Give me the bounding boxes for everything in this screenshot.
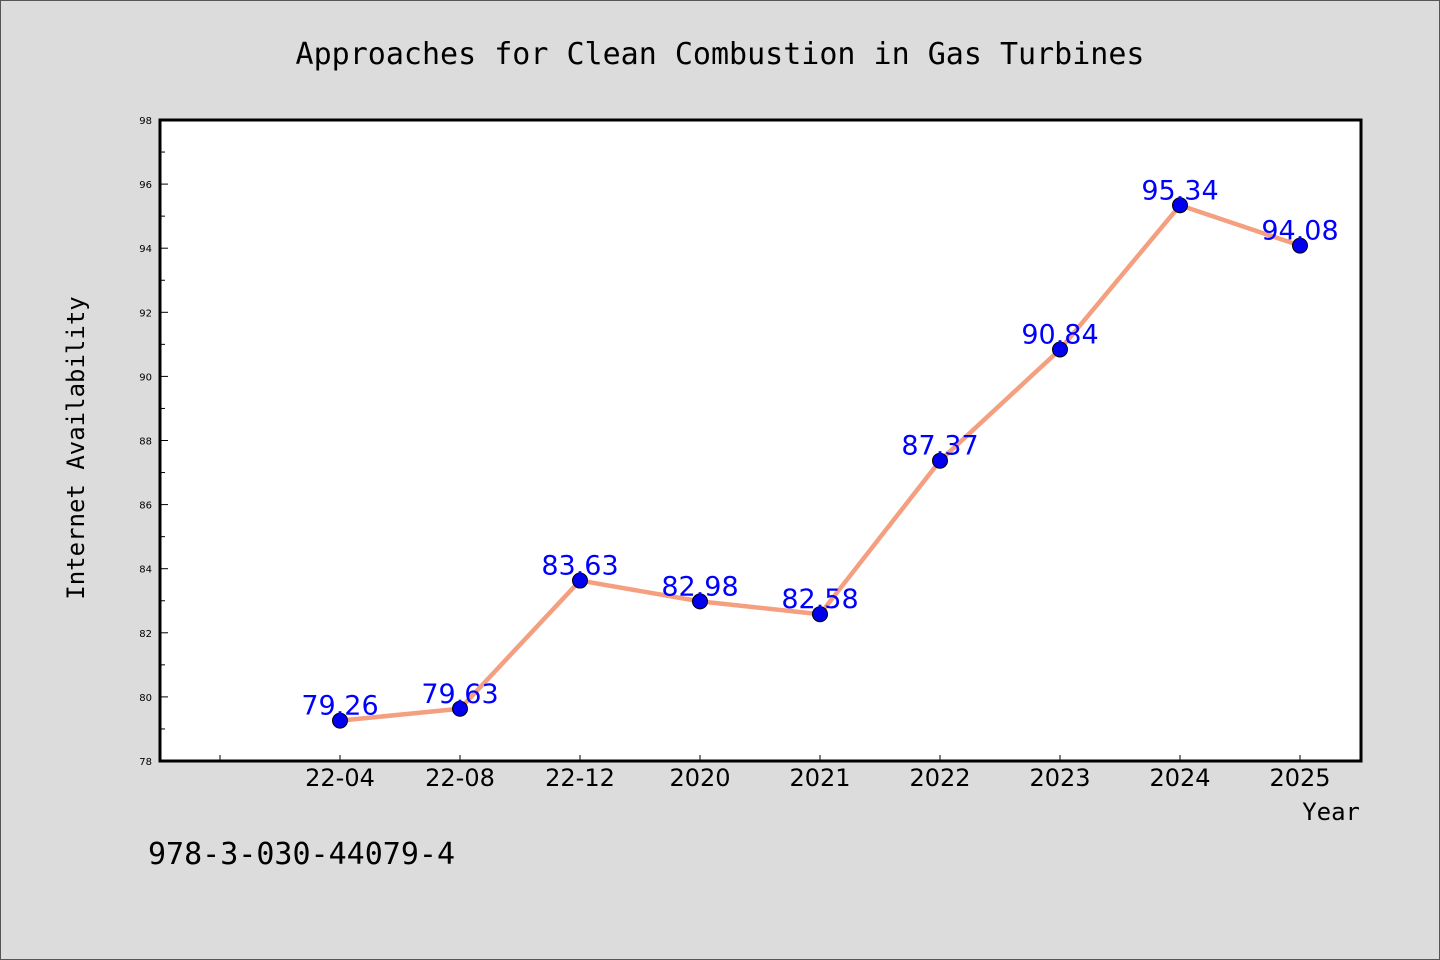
chart-title: Approaches for Clean Combustion in Gas T… [296, 37, 1145, 72]
y-tick-label: 88 [139, 437, 152, 448]
data-point [452, 700, 468, 717]
x-tick-label: 2023 [1029, 764, 1090, 792]
data-label: 94.08 [1261, 216, 1338, 247]
data-point [1172, 197, 1188, 214]
x-tick-label: 22-04 [305, 764, 375, 792]
data-label: 79.26 [301, 691, 378, 722]
y-tick-label: 94 [139, 244, 152, 255]
x-tick-label: 2020 [669, 764, 730, 792]
data-label: 90.84 [1021, 319, 1098, 350]
data-point [1292, 237, 1308, 254]
y-tick-label: 98 [139, 116, 152, 127]
y-tick-label: 84 [139, 565, 152, 576]
footnote-isbn: 978-3-030-44079-4 [148, 837, 455, 872]
y-tick-label: 82 [139, 629, 152, 640]
data-point [332, 712, 348, 729]
data-point [932, 452, 948, 469]
y-tick-label: 90 [139, 372, 152, 383]
data-point [812, 606, 828, 623]
data-label: 82.58 [781, 584, 858, 615]
x-axis: 22-04 22-08 22-12 2020 2021 2022 2023 2024 2025 [219, 755, 1331, 792]
x-tick-label: 2025 [1269, 764, 1330, 792]
y-axis: 78 80 82 84 86 88 90 92 94 96 98 [139, 116, 168, 768]
data-label: 95.34 [1141, 175, 1218, 206]
y-tick-label: 86 [139, 501, 152, 512]
x-tick-label: 2021 [789, 764, 850, 792]
plot-area [158, 118, 1363, 763]
data-point [692, 593, 708, 610]
y-axis-label: Internet Availability [62, 296, 90, 599]
y-tick-label: 80 [139, 693, 152, 704]
data-point [1052, 341, 1068, 358]
data-label: 79.63 [421, 679, 498, 710]
data-point [572, 572, 588, 589]
x-tick-label: 22-12 [545, 764, 615, 792]
data-label: 83.63 [541, 551, 618, 582]
y-tick-label: 92 [139, 308, 152, 319]
data-label: 87.37 [901, 431, 978, 462]
y-tick-label: 78 [139, 757, 152, 768]
data-label: 82.98 [661, 571, 738, 602]
x-tick-label: 22-08 [425, 764, 495, 792]
x-tick-label: 2024 [1149, 764, 1210, 792]
x-axis-label: Year [1302, 798, 1360, 826]
x-tick-label: 2022 [909, 764, 970, 792]
marker-group [332, 197, 1308, 729]
data-label-group: 79.26 79.63 83.63 82.98 82.58 87.37 90.84 95.34… [301, 175, 1338, 721]
y-tick-label: 96 [139, 180, 152, 191]
